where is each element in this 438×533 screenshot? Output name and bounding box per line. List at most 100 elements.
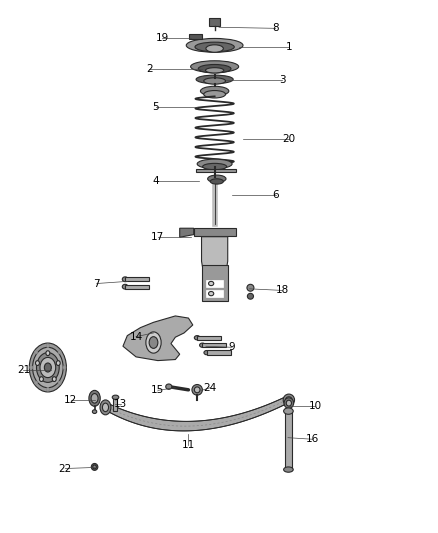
Ellipse shape [112,395,119,399]
Ellipse shape [30,366,33,369]
Text: 8: 8 [272,23,279,34]
Ellipse shape [192,384,202,395]
Polygon shape [201,237,228,266]
Ellipse shape [203,164,226,169]
Text: 2: 2 [146,64,152,74]
Bar [206,280,223,287]
Ellipse shape [32,348,63,387]
Ellipse shape [36,353,59,382]
Ellipse shape [208,281,214,286]
Ellipse shape [46,387,49,391]
Ellipse shape [210,179,223,184]
Bar [207,351,231,355]
Bar [209,18,220,26]
Ellipse shape [204,78,226,84]
Ellipse shape [205,68,224,73]
Text: 6: 6 [272,190,279,200]
Ellipse shape [194,336,200,340]
Ellipse shape [146,332,161,353]
Ellipse shape [35,381,38,385]
Ellipse shape [194,387,200,393]
Ellipse shape [93,465,96,469]
Ellipse shape [46,344,49,348]
Text: 13: 13 [114,399,127,409]
Ellipse shape [284,398,293,408]
Ellipse shape [206,45,223,52]
Bar [202,343,226,348]
Ellipse shape [283,394,294,406]
Ellipse shape [122,284,128,289]
Text: 21: 21 [17,365,30,375]
Text: 5: 5 [152,102,159,112]
Ellipse shape [52,377,56,382]
Ellipse shape [198,64,231,73]
Ellipse shape [149,337,158,349]
Ellipse shape [58,381,61,385]
Ellipse shape [29,343,67,392]
Ellipse shape [35,350,38,354]
Polygon shape [194,228,236,236]
Ellipse shape [91,464,98,471]
Ellipse shape [58,350,61,354]
Bar [125,285,149,289]
Ellipse shape [91,393,98,403]
Bar [113,397,117,411]
Ellipse shape [56,361,60,366]
Ellipse shape [286,400,291,406]
Text: 11: 11 [182,440,195,450]
Ellipse shape [102,403,109,411]
Ellipse shape [166,384,172,389]
Ellipse shape [196,75,233,84]
Ellipse shape [63,366,66,369]
Text: 14: 14 [129,332,143,342]
Ellipse shape [186,38,243,52]
Ellipse shape [208,292,214,296]
Ellipse shape [197,159,232,168]
Ellipse shape [201,86,229,96]
Ellipse shape [39,377,43,382]
Polygon shape [180,228,194,237]
Ellipse shape [100,400,111,415]
Bar [125,277,149,281]
Ellipse shape [284,467,293,472]
Text: 19: 19 [155,33,169,43]
Text: 9: 9 [229,342,235,352]
Text: 17: 17 [151,232,165,243]
Ellipse shape [40,358,56,377]
Ellipse shape [35,361,39,366]
Ellipse shape [247,284,254,291]
Text: 4: 4 [152,176,159,187]
Text: 12: 12 [64,395,77,406]
Ellipse shape [204,91,226,98]
Ellipse shape [204,351,210,355]
Bar [201,265,228,301]
Bar [206,290,223,297]
Ellipse shape [44,363,51,372]
Text: 24: 24 [204,383,217,393]
Polygon shape [196,169,237,172]
Ellipse shape [200,343,205,348]
Text: 3: 3 [279,76,286,85]
Ellipse shape [247,293,254,299]
Polygon shape [123,316,193,361]
Ellipse shape [92,410,97,414]
Bar [189,34,201,39]
Ellipse shape [195,42,234,52]
Ellipse shape [191,61,239,72]
Bar [286,411,292,470]
Ellipse shape [122,277,128,281]
Text: 20: 20 [283,134,295,144]
Text: 18: 18 [276,286,289,295]
Text: 22: 22 [59,464,72,473]
Ellipse shape [284,408,293,414]
Ellipse shape [89,390,100,406]
Ellipse shape [46,351,50,356]
Polygon shape [106,397,289,431]
Text: 7: 7 [93,279,100,288]
Ellipse shape [208,175,226,182]
Text: 10: 10 [308,401,321,411]
Text: 1: 1 [286,43,292,52]
Ellipse shape [286,397,292,403]
Text: 16: 16 [306,434,319,445]
Text: 15: 15 [151,385,165,395]
